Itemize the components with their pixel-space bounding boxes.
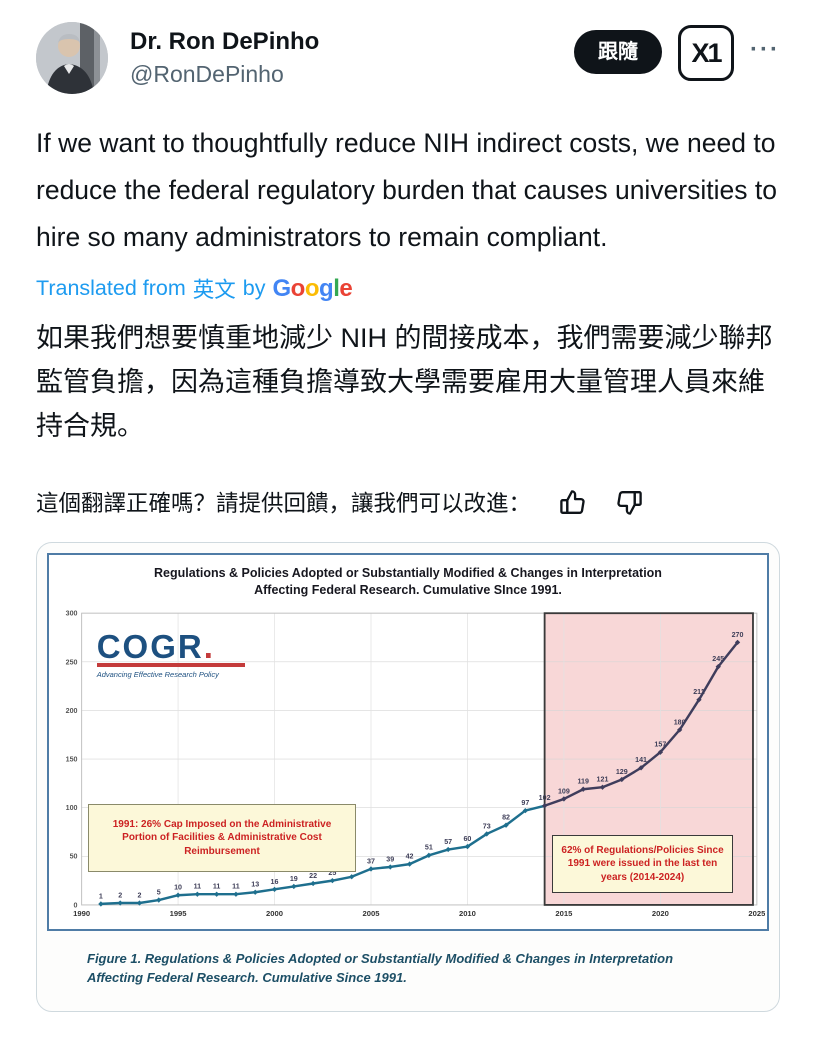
- svg-text:2000: 2000: [266, 909, 283, 918]
- grok-icon: X1: [691, 37, 723, 68]
- svg-text:25: 25: [328, 869, 336, 877]
- translated-lang: 英文: [192, 278, 236, 302]
- svg-text:50: 50: [70, 853, 78, 861]
- svg-text:97: 97: [521, 799, 529, 807]
- chart-box: Regulations & Policies Adopted or Substa…: [47, 553, 769, 932]
- google-logo: Google: [272, 274, 353, 302]
- svg-text:2015: 2015: [555, 909, 573, 918]
- author-names: Dr. Ron DePinho @RonDePinho: [130, 22, 574, 90]
- svg-text:5: 5: [157, 888, 161, 896]
- translated-from-link[interactable]: Translated from 英文 by Google: [36, 273, 780, 304]
- svg-text:0: 0: [74, 901, 78, 909]
- svg-text:1990: 1990: [73, 909, 90, 918]
- attached-chart-image[interactable]: Regulations & Policies Adopted or Substa…: [36, 542, 780, 1013]
- svg-text:22: 22: [309, 872, 317, 880]
- tweet-post: Dr. Ron DePinho @RonDePinho 跟隨 X1 ··· If…: [36, 22, 780, 1013]
- svg-text:1995: 1995: [170, 909, 188, 918]
- svg-text:129: 129: [616, 768, 628, 776]
- svg-text:2005: 2005: [363, 909, 381, 918]
- chart-title: Regulations & Policies Adopted or Substa…: [51, 561, 765, 603]
- svg-text:121: 121: [597, 776, 609, 784]
- cogr-underline: [96, 663, 245, 668]
- svg-text:60: 60: [463, 835, 471, 843]
- svg-text:300: 300: [66, 610, 78, 618]
- svg-text:19: 19: [290, 875, 298, 883]
- header-actions: 跟隨 X1 ···: [574, 22, 780, 81]
- svg-text:37: 37: [367, 857, 375, 865]
- svg-text:42: 42: [406, 852, 414, 860]
- svg-text:2020: 2020: [652, 909, 669, 918]
- translated-by: by: [242, 276, 266, 300]
- thumbs-down-button[interactable]: [614, 487, 645, 518]
- annotation-1991-cap: 1991: 26% Cap Imposed on the Administrat…: [88, 804, 356, 873]
- translation-text: 如果我們想要慎重地減少 NIH 的間接成本，我們需要減少聯邦監管負擔，因為這種負…: [36, 323, 773, 441]
- svg-text:100: 100: [66, 804, 78, 812]
- avatar-image: [36, 22, 108, 94]
- svg-text:10: 10: [174, 884, 182, 892]
- figure-caption: Figure 1. Regulations & Policies Adopted…: [87, 951, 674, 986]
- tweet-header: Dr. Ron DePinho @RonDePinho 跟隨 X1 ···: [36, 22, 780, 94]
- svg-text:2: 2: [118, 891, 122, 899]
- annotation-last-ten-years: 62% of Regulations/Policies Since 1991 w…: [552, 834, 733, 894]
- tweet-text: If we want to thoughtfully reduce NIH in…: [36, 128, 777, 252]
- svg-text:51: 51: [425, 844, 433, 852]
- svg-text:180: 180: [674, 718, 686, 726]
- thumbs-up-button[interactable]: [557, 487, 588, 518]
- svg-text:211: 211: [693, 688, 705, 696]
- grok-button[interactable]: X1: [678, 25, 735, 81]
- svg-text:39: 39: [386, 855, 394, 863]
- follow-button[interactable]: 跟隨: [574, 30, 663, 74]
- more-options-button[interactable]: ···: [750, 30, 780, 64]
- svg-text:270: 270: [732, 631, 744, 639]
- svg-text:119: 119: [577, 778, 589, 786]
- svg-text:102: 102: [539, 794, 551, 802]
- feedback-prompt: 這個翻譯正確嗎？請提供回饋，讓我們可以改進：: [36, 491, 532, 516]
- svg-text:2: 2: [137, 891, 141, 899]
- svg-text:11: 11: [232, 883, 240, 891]
- svg-text:2025: 2025: [748, 909, 765, 918]
- svg-text:200: 200: [66, 707, 78, 715]
- svg-text:141: 141: [635, 756, 647, 764]
- svg-text:109: 109: [558, 787, 570, 795]
- chart-title-line2: Affecting Federal Research. Cumulative S…: [254, 583, 562, 597]
- chart-title-line1: Regulations & Policies Adopted or Substa…: [154, 566, 662, 580]
- ellipsis-icon: ···: [750, 36, 780, 63]
- chart-plot-area: 0 50 100 150 200 250 300 1990 1995 2000 2005 2010 20…: [51, 603, 765, 927]
- svg-text:16: 16: [271, 878, 279, 886]
- thumbs-down-icon: [617, 490, 642, 515]
- translated-prefix: Translated from: [36, 276, 186, 300]
- svg-text:82: 82: [502, 814, 510, 822]
- svg-text:157: 157: [654, 741, 666, 749]
- avatar[interactable]: [36, 22, 108, 94]
- thumbs-up-icon: [560, 489, 585, 514]
- svg-text:57: 57: [444, 838, 452, 846]
- svg-text:13: 13: [251, 881, 259, 889]
- svg-text:150: 150: [66, 756, 78, 764]
- svg-text:2010: 2010: [459, 909, 476, 918]
- handle[interactable]: @RonDePinho: [130, 61, 284, 87]
- cogr-tagline: Advancing Effective Research Policy: [96, 670, 219, 680]
- cogr-logo: COGR. Advancing Effective Research Polic…: [96, 628, 245, 680]
- translation-feedback-row: 這個翻譯正確嗎？請提供回饋，讓我們可以改進：: [36, 486, 780, 518]
- svg-text:250: 250: [66, 658, 78, 666]
- svg-text:11: 11: [213, 883, 221, 891]
- svg-text:1: 1: [99, 892, 103, 900]
- svg-text:73: 73: [483, 822, 491, 830]
- display-name[interactable]: Dr. Ron DePinho: [130, 28, 320, 55]
- svg-text:11: 11: [194, 883, 202, 891]
- cogr-wordmark: COGR.: [96, 628, 215, 666]
- svg-text:245: 245: [712, 655, 724, 663]
